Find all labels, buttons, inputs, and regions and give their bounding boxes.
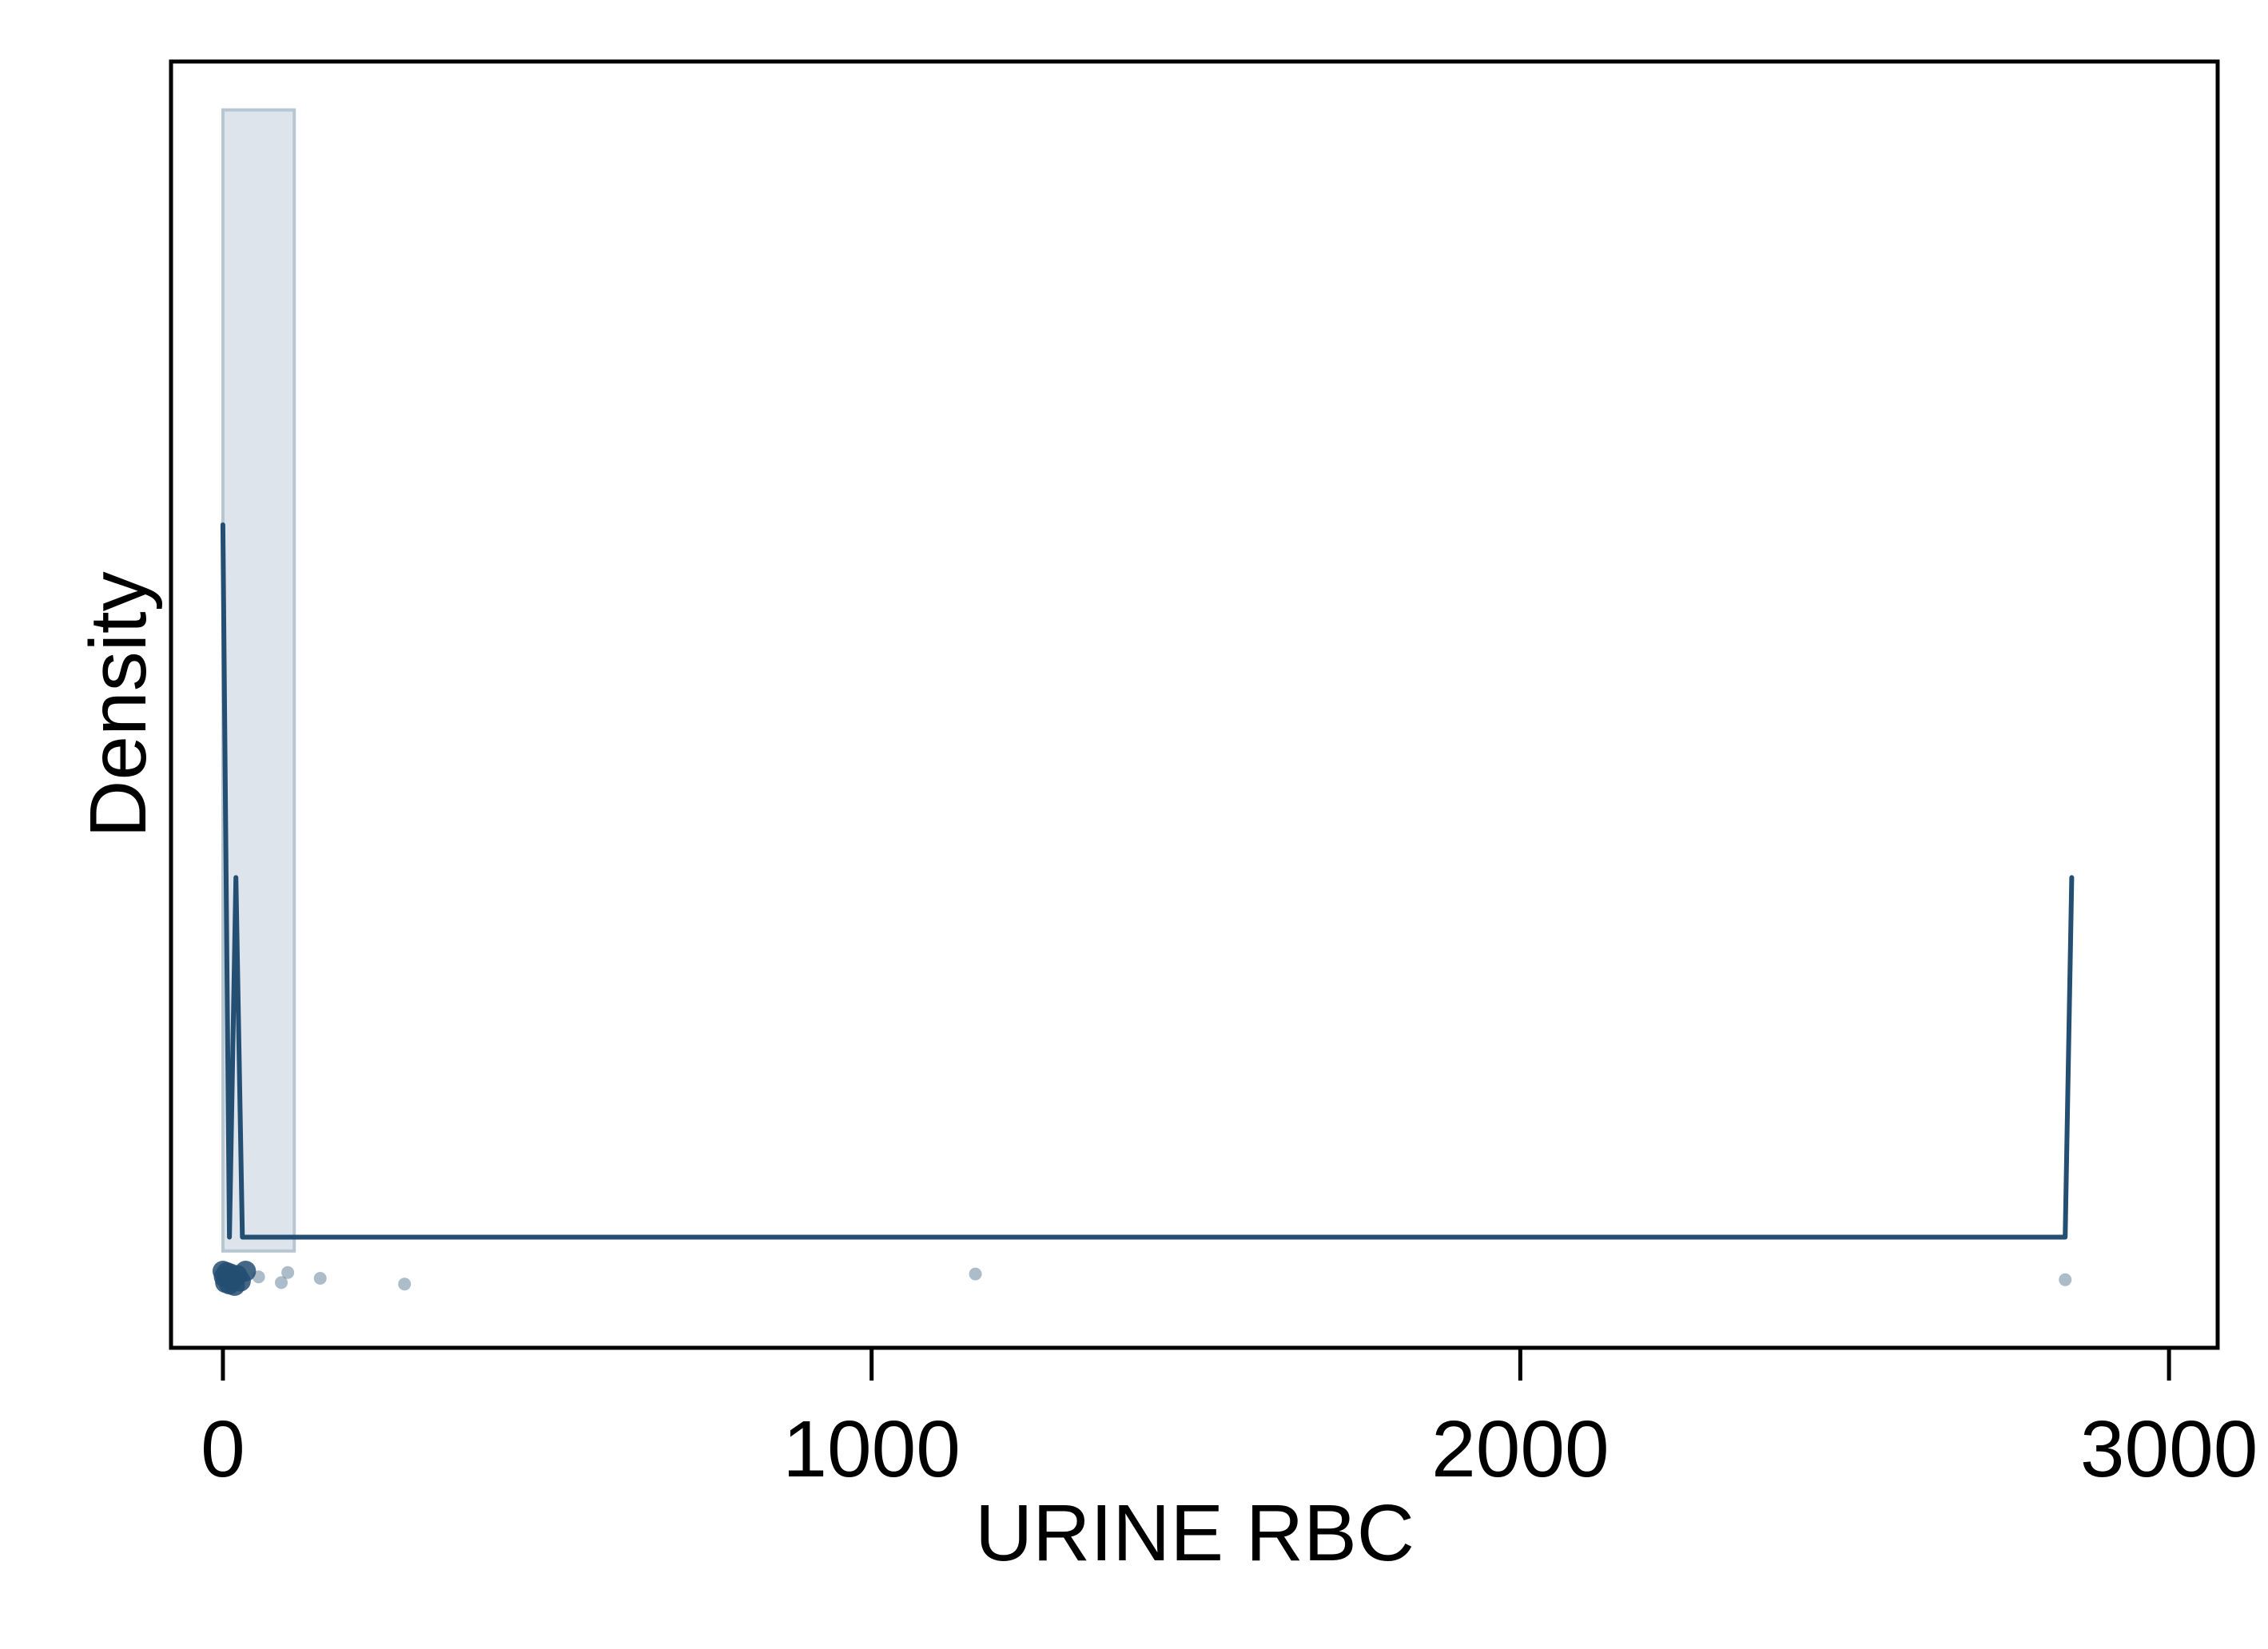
rug-point-11	[235, 1261, 257, 1281]
density-line	[220, 522, 2075, 1240]
x-tick-label-0: 0	[201, 1405, 245, 1494]
rug-point-14	[281, 1266, 295, 1279]
rug-point-16	[398, 1277, 412, 1291]
rug-point-18	[2059, 1273, 2072, 1286]
x-tick-label-1000: 1000	[782, 1405, 960, 1494]
x-tick-label-3000: 3000	[2080, 1405, 2258, 1494]
x-axis: 0 1000 2000 3000	[201, 1348, 2258, 1494]
plot-frame	[169, 59, 2220, 1350]
rug-point-15	[313, 1272, 327, 1285]
rug-point-13	[274, 1276, 288, 1289]
rug-point-12	[252, 1270, 265, 1284]
rug-points	[212, 1261, 2072, 1296]
y-axis-title: Density	[74, 571, 163, 837]
x-tick-label-2000: 2000	[1431, 1405, 1609, 1494]
density-line-layer	[220, 522, 2075, 1240]
x-axis-title: URINE RBC	[975, 1488, 1415, 1578]
rug-point-17	[969, 1267, 982, 1281]
